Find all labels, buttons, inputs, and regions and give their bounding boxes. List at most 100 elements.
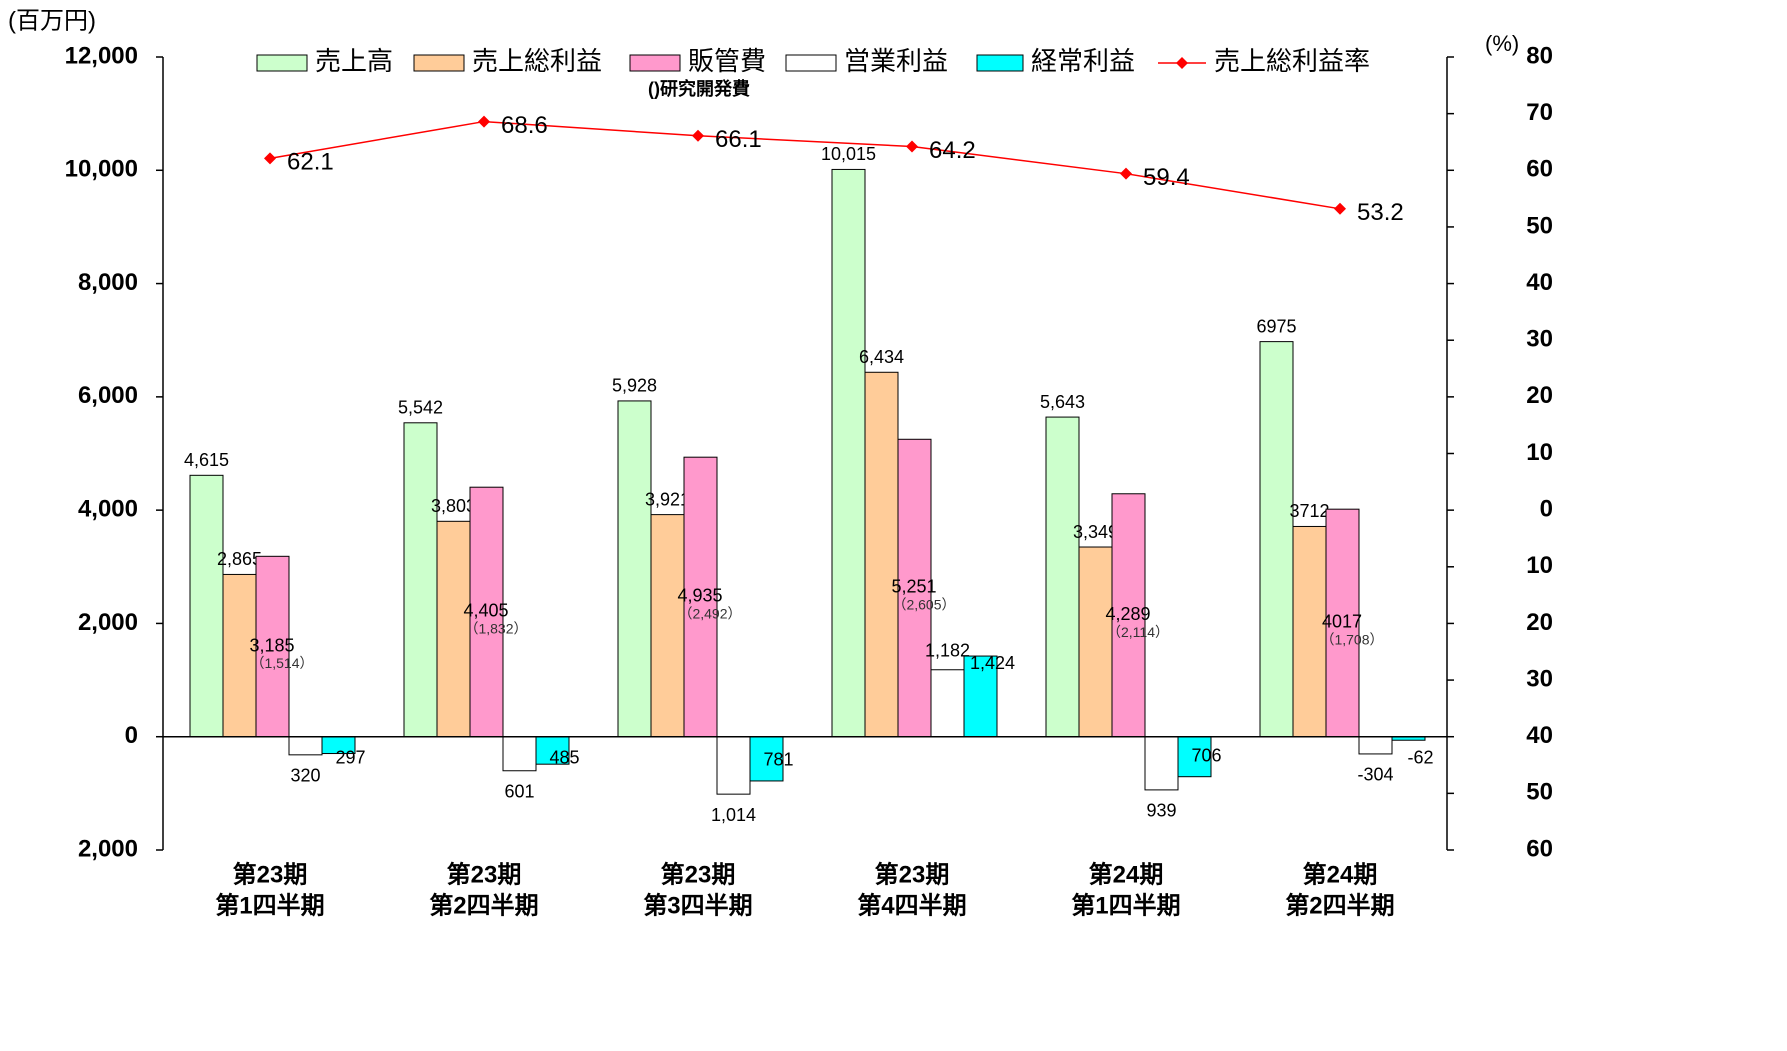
y-axis-label: (百万円) xyxy=(8,7,96,34)
bar xyxy=(222,573,257,738)
value-label: 68.6 xyxy=(501,112,548,139)
y-tick-label: 4,000 xyxy=(78,495,138,522)
line xyxy=(269,120,1341,210)
legend-note: ()研究開発費 xyxy=(648,78,750,99)
value-label: 59.4 xyxy=(1143,164,1190,191)
value-label: 53.2 xyxy=(1357,199,1404,226)
value-label: 5,928 xyxy=(612,376,657,396)
y2-tick-label: 60 xyxy=(1526,835,1553,862)
legend-label: 売上総利益率 xyxy=(1214,46,1370,76)
y-tick-label: 2,000 xyxy=(78,835,138,862)
y2-tick-label: 20 xyxy=(1526,609,1553,636)
y2-axis-label: (%) xyxy=(1485,31,1519,56)
note-label: （2,492） xyxy=(678,606,741,622)
bar xyxy=(1177,736,1212,778)
value-label: 66.1 xyxy=(715,126,762,153)
note-label: （1,514） xyxy=(250,655,313,671)
x-tick-label: 第4四半期 xyxy=(857,891,966,919)
value-label: 1,014 xyxy=(711,805,756,825)
bar xyxy=(930,669,965,738)
bar xyxy=(403,422,438,738)
value-label: 297 xyxy=(335,747,365,767)
bar xyxy=(535,736,570,765)
bar xyxy=(1078,546,1113,738)
x-tick-label: 第23期 xyxy=(447,860,522,888)
value-label: 10,015 xyxy=(821,144,876,164)
bar xyxy=(1325,508,1360,738)
value-label: 5,643 xyxy=(1040,392,1085,412)
bar xyxy=(749,736,784,782)
bar xyxy=(650,514,685,738)
legend-label: 売上総利益 xyxy=(472,46,602,76)
y-tick-label: 10,000 xyxy=(65,156,138,183)
x-tick-label: 第24期 xyxy=(1303,860,1378,888)
bar xyxy=(963,655,998,738)
x-tick-label: 第1四半期 xyxy=(1071,891,1180,919)
bar xyxy=(1358,736,1393,755)
value-label: 6,434 xyxy=(859,347,904,367)
value-label: 3,921 xyxy=(645,489,690,509)
note-label: （1,832） xyxy=(464,621,527,637)
bar xyxy=(831,168,866,738)
bar xyxy=(288,736,323,756)
y2-tick-label: 0 xyxy=(1540,495,1553,522)
value-label: 939 xyxy=(1146,801,1176,821)
x-tick-label: 第23期 xyxy=(875,860,950,888)
bar xyxy=(897,438,932,738)
y2-tick-label: 20 xyxy=(1526,382,1553,409)
value-label: 3,349 xyxy=(1073,522,1118,542)
value-label: 3,185 xyxy=(249,635,294,655)
value-label: 601 xyxy=(504,782,534,802)
legend-label: 経常利益 xyxy=(1031,46,1135,76)
legend-swatch xyxy=(629,54,681,72)
marker xyxy=(264,152,276,165)
value-label: 485 xyxy=(549,747,579,767)
value-label: 4,289 xyxy=(1105,604,1150,624)
y2-tick-label: 30 xyxy=(1526,326,1553,353)
bar xyxy=(1045,416,1080,738)
note-label: （2,114） xyxy=(1107,624,1169,640)
bar xyxy=(502,736,537,772)
note-label: （2,605） xyxy=(892,597,955,613)
value-label: 4017 xyxy=(1322,612,1362,632)
y-tick-label: 0 xyxy=(125,722,138,749)
bar xyxy=(469,486,504,738)
value-label: 64.2 xyxy=(929,137,976,164)
y-tick-label: 2,000 xyxy=(78,609,138,636)
value-label: 320 xyxy=(290,766,320,786)
y-tick-label: 8,000 xyxy=(78,269,138,296)
marker xyxy=(1334,202,1346,215)
value-label: 4,405 xyxy=(463,601,508,621)
y2-tick-label: 10 xyxy=(1526,439,1553,466)
bar xyxy=(1259,341,1294,738)
bar xyxy=(189,474,224,738)
y2-tick-label: 50 xyxy=(1526,212,1553,239)
y2-tick-label: 60 xyxy=(1526,156,1553,183)
y2-tick-label: 10 xyxy=(1526,552,1553,579)
value-label: 3712 xyxy=(1289,501,1329,521)
y2-tick-label: 70 xyxy=(1526,99,1553,126)
legend-label: 売上高 xyxy=(315,46,393,76)
x-tick-label: 第23期 xyxy=(661,860,736,888)
legend-swatch xyxy=(785,54,837,72)
value-label: 1,424 xyxy=(970,653,1015,673)
value-label: 62.1 xyxy=(287,149,334,176)
bar xyxy=(1144,736,1179,791)
value-label: -304 xyxy=(1357,765,1393,785)
legend-label: 販管費 xyxy=(688,46,766,76)
marker xyxy=(1120,167,1132,180)
x-tick-label: 第24期 xyxy=(1089,860,1164,888)
value-label: 5,251 xyxy=(891,577,936,597)
value-label: 1,182 xyxy=(925,641,970,661)
y-tick-label: 6,000 xyxy=(78,382,138,409)
value-label: 2,865 xyxy=(217,549,262,569)
value-label: 4,615 xyxy=(184,450,229,470)
legend-swatch xyxy=(413,54,465,72)
y2-tick-label: 80 xyxy=(1526,42,1553,69)
x-tick-label: 第23期 xyxy=(233,860,308,888)
x-tick-label: 第3四半期 xyxy=(643,891,752,919)
bar xyxy=(617,400,652,738)
y2-tick-label: 40 xyxy=(1526,269,1553,296)
x-tick-label: 第2四半期 xyxy=(1285,891,1394,919)
value-label: -62 xyxy=(1407,747,1433,767)
